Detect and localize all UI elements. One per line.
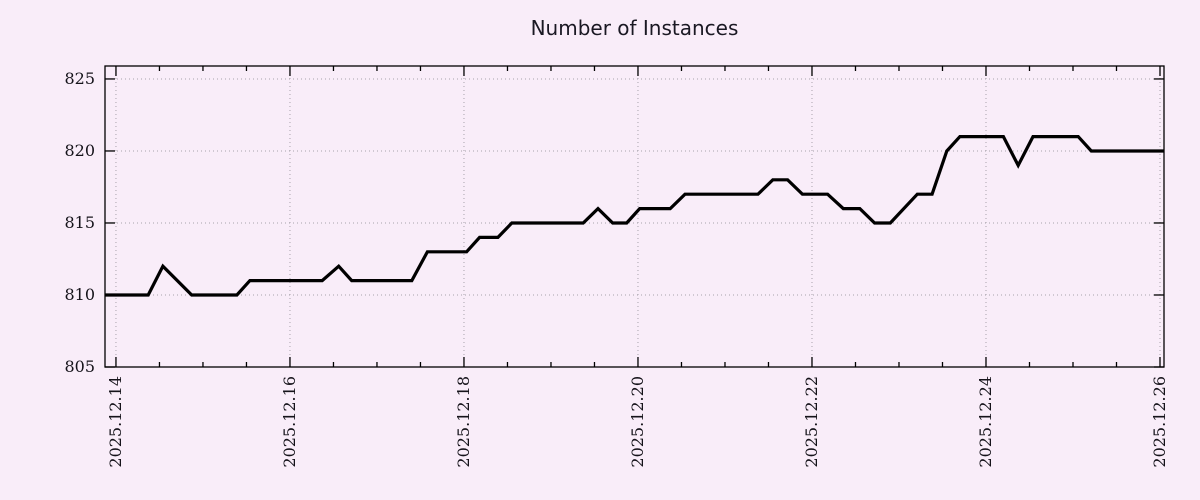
y-tick-label: 810 bbox=[64, 284, 95, 304]
y-tick-label: 815 bbox=[64, 212, 95, 232]
x-tick-label: 2025.12.26 bbox=[1149, 376, 1169, 468]
data-line-instances bbox=[105, 135, 1164, 297]
plot-border bbox=[104, 65, 1165, 368]
x-tick-label: 2025.12.18 bbox=[453, 376, 473, 468]
chart-title: Number of Instances bbox=[530, 16, 739, 40]
x-tick-label: 2025.12.24 bbox=[975, 376, 995, 468]
x-tick-label: 2025.12.20 bbox=[627, 376, 647, 468]
x-tick-label: 2025.12.16 bbox=[279, 376, 299, 468]
y-tick-label: 820 bbox=[64, 140, 95, 160]
y-tick-label: 825 bbox=[64, 68, 95, 88]
x-tick-label: 2025.12.14 bbox=[105, 376, 125, 468]
y-tick-label: 805 bbox=[64, 357, 95, 376]
x-tick-label: 2025.12.22 bbox=[801, 376, 821, 468]
